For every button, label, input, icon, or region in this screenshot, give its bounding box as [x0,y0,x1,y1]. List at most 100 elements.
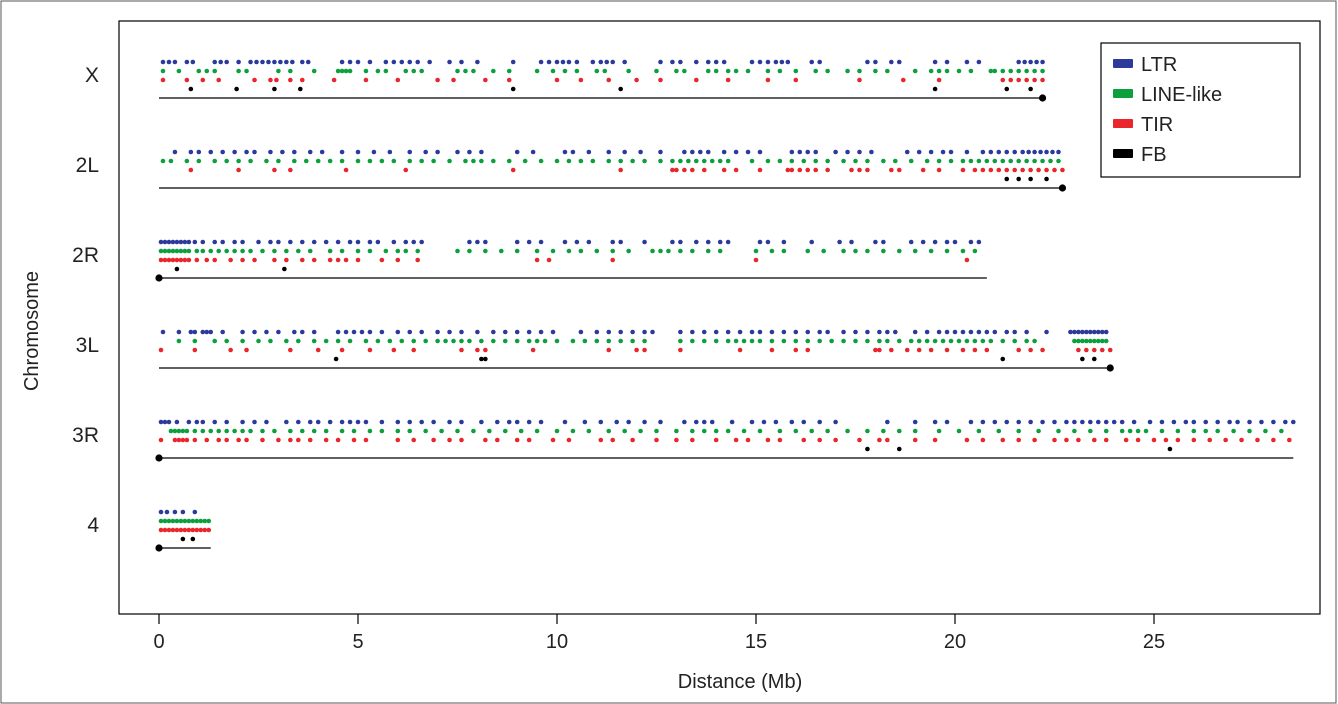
data-point [196,158,202,164]
data-point [630,338,635,344]
data-point [1076,347,1081,353]
data-point [1095,419,1101,425]
data-point [276,239,281,245]
data-point [817,437,822,443]
data-point [873,59,878,65]
data-point [379,329,385,335]
data-point [825,167,830,173]
data-point [174,518,180,524]
data-point [940,149,946,155]
data-point [964,149,970,155]
data-point [170,239,176,245]
data-point [160,59,166,65]
data-point [741,428,747,434]
data-point [849,239,854,245]
data-point [1072,329,1077,335]
data-point [1235,419,1240,425]
data-point [299,428,305,434]
data-point [877,338,882,344]
data-point [166,257,172,263]
data-point [912,329,918,335]
data-point [479,158,484,164]
data-point [403,167,409,173]
data-point [562,68,568,74]
data-point [180,509,186,515]
data-point [1012,329,1017,335]
data-point [566,437,572,443]
data-point [857,437,862,443]
data-point [924,158,930,164]
data-point [805,149,811,155]
data-point [240,419,245,425]
data-point [1016,59,1021,65]
data-point [284,248,289,254]
data-point [1072,428,1077,434]
data-point [415,248,421,254]
data-point [347,239,353,245]
data-point [1028,59,1033,65]
data-point [1028,86,1033,92]
data-point [383,68,389,74]
data-point [538,158,544,164]
data-point [670,158,675,164]
data-point [908,239,914,245]
data-point [164,509,170,515]
data-point [980,149,986,155]
data-point [1004,329,1010,335]
data-point [694,59,699,65]
data-point [331,77,337,83]
data-point [435,329,440,335]
data-point [174,257,180,263]
data-point [307,248,313,254]
data-point [439,428,444,434]
data-point [162,248,168,254]
data-point [578,77,584,83]
data-point [216,428,221,434]
data-point [272,257,277,263]
data-point [194,257,200,263]
data-point [865,158,870,164]
data-point [192,428,198,434]
data-point [1020,167,1025,173]
data-point [976,158,982,164]
data-point [1028,176,1033,182]
data-point [1088,419,1093,425]
data-point [170,527,176,533]
data-point [797,149,803,155]
data-point [1203,419,1209,425]
y-tick-label: 4 [87,514,99,537]
data-point [1088,338,1093,344]
data-point [1016,158,1021,164]
data-point [1016,347,1021,353]
data-point [817,338,822,344]
data-point [797,167,803,173]
data-point [725,77,731,83]
data-point [881,239,886,245]
data-point [1291,419,1296,425]
data-point [574,68,580,74]
data-point [204,437,210,443]
data-point [403,68,409,74]
data-point [1080,356,1085,362]
data-point [240,329,245,335]
data-point [1000,437,1006,443]
data-point [335,437,341,443]
y-tick-label: 2L [76,154,99,177]
data-point [817,59,822,65]
data-point [264,419,269,425]
data-point [893,158,898,164]
data-point [1111,419,1117,425]
data-point [598,59,604,65]
data-point [1064,437,1069,443]
data-point [459,329,464,335]
data-point [1012,167,1017,173]
data-point [618,239,623,245]
data-point [777,428,783,434]
data-point [701,338,707,344]
data-point [403,239,409,245]
data-point [290,59,295,65]
data-point [896,248,902,254]
data-point [459,347,464,353]
data-point [196,149,202,155]
data-point [737,329,743,335]
